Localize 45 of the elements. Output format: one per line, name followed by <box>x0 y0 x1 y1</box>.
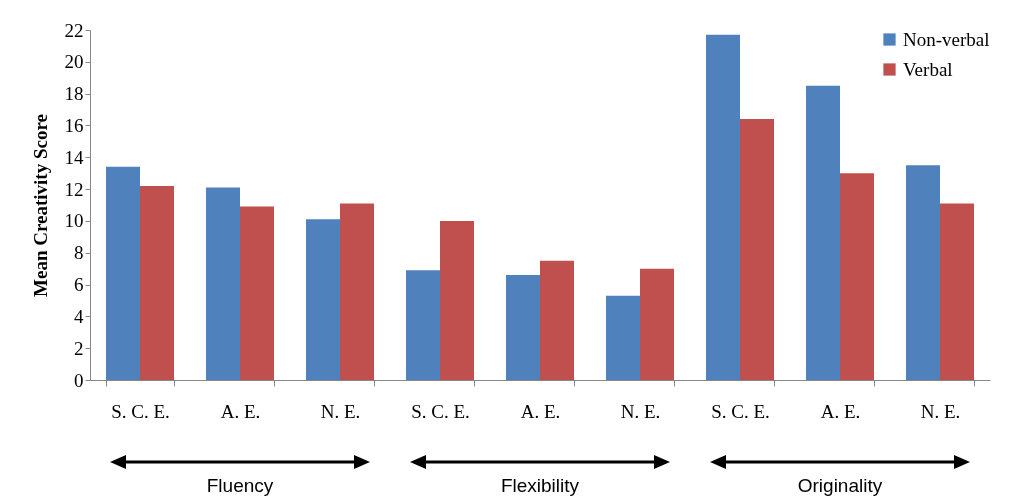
bar <box>540 260 574 380</box>
x-tick-label: A. E. <box>220 400 261 422</box>
bar <box>940 203 974 380</box>
bar <box>106 166 140 380</box>
bar <box>206 187 240 380</box>
bar <box>440 220 474 380</box>
x-tick-label: N. E. <box>620 400 661 422</box>
bar <box>240 206 274 380</box>
y-axis-title: Mean Creativity Score <box>29 114 51 297</box>
legend-label: Verbal <box>903 58 953 80</box>
x-tick-label: N. E. <box>320 400 361 422</box>
bar <box>740 119 774 380</box>
bar <box>306 219 340 380</box>
bar <box>606 295 640 380</box>
bar <box>506 275 540 380</box>
y-tick-label: 14 <box>64 146 84 168</box>
bar <box>806 85 840 380</box>
legend-label: Non-verbal <box>903 28 990 50</box>
bar <box>640 268 674 380</box>
y-tick-label: 18 <box>64 83 84 105</box>
bar <box>140 185 174 380</box>
y-tick-label: 22 <box>64 19 84 41</box>
bar <box>906 165 940 380</box>
x-tick-label: S. C. E. <box>111 400 170 422</box>
text: Originality <box>797 475 883 497</box>
y-tick-label: 16 <box>64 114 84 136</box>
y-tick-label: 6 <box>74 274 84 296</box>
x-tick-label: S. C. E. <box>711 400 770 422</box>
y-tick-label: 12 <box>64 178 84 200</box>
bar <box>340 203 374 380</box>
x-tick-label: N. E. <box>920 400 961 422</box>
y-tick-label: 10 <box>64 210 84 232</box>
y-tick-label: 20 <box>64 51 84 73</box>
x-tick-label: A. E. <box>820 400 861 422</box>
y-tick-label: 8 <box>74 242 84 264</box>
bar <box>406 270 440 380</box>
bar <box>706 34 740 380</box>
y-tick-label: 0 <box>74 369 84 391</box>
bar <box>840 173 874 380</box>
x-tick-label: S. C. E. <box>411 400 470 422</box>
x-tick-label: A. E. <box>520 400 561 422</box>
text: Fluency <box>206 475 274 497</box>
y-tick-label: 4 <box>74 305 84 327</box>
y-tick-label: 2 <box>74 337 84 359</box>
text: Flexibility <box>500 475 580 497</box>
